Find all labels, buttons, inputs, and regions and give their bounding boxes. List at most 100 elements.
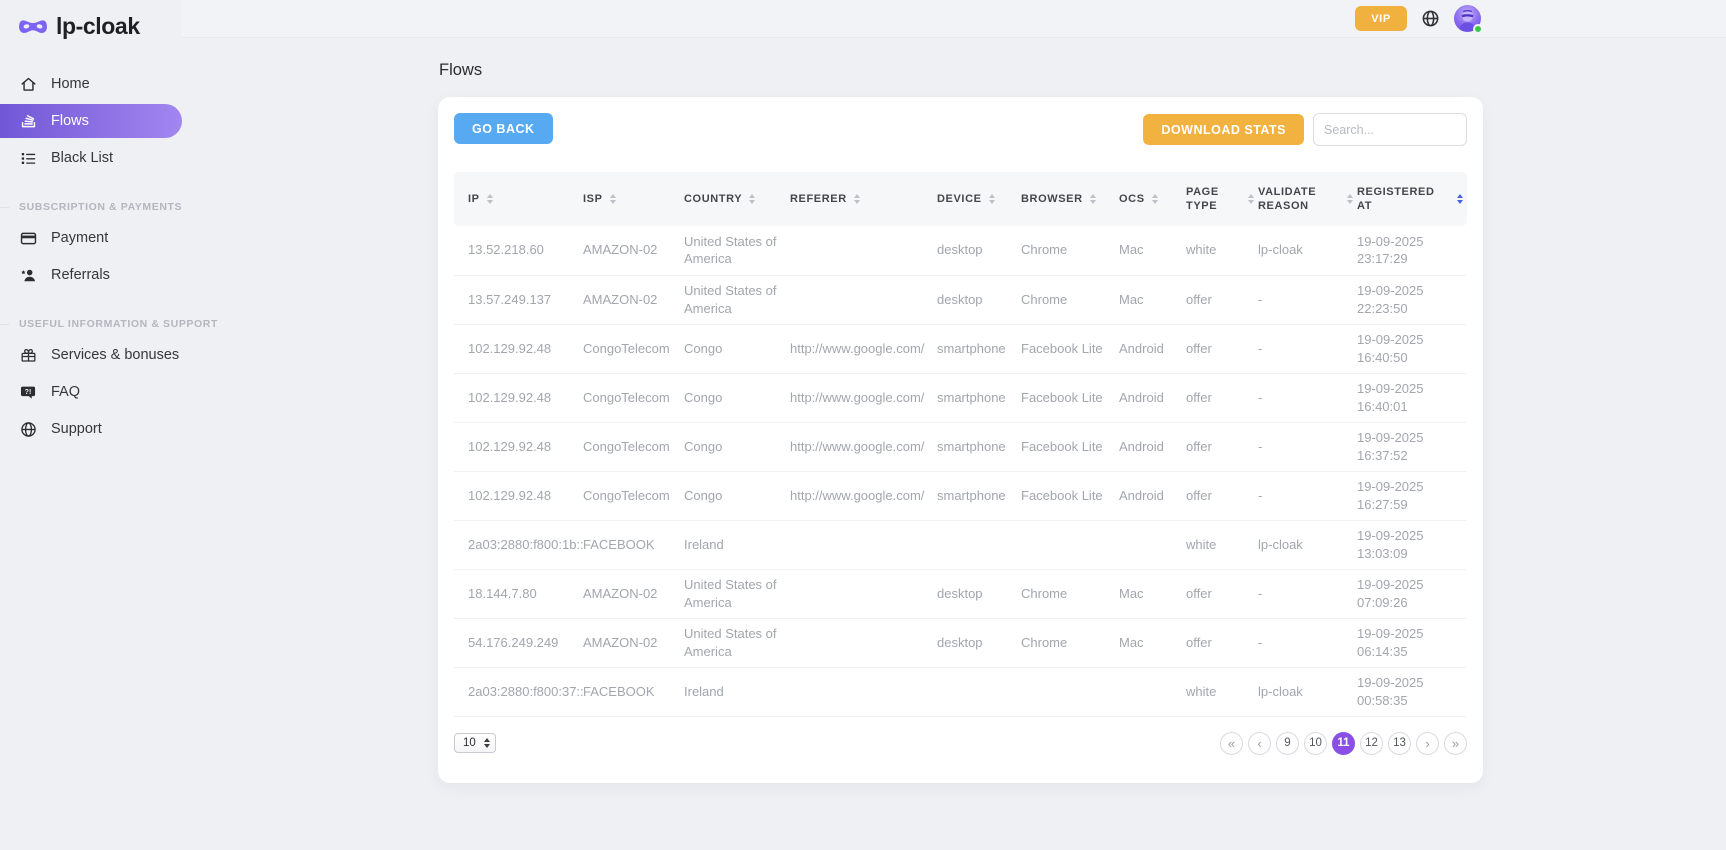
flows-table: IP ISP COUNTRY REFERER DEVICE BROWSER OCS PAGE …: [454, 172, 1467, 717]
sort-icon[interactable]: [749, 193, 756, 204]
page-button-12[interactable]: 12: [1360, 731, 1383, 755]
go-back-button[interactable]: GO BACK: [454, 113, 553, 144]
cell-device: smartphone: [937, 422, 1021, 472]
column-header-page-type[interactable]: PAGE TYPE: [1186, 172, 1258, 226]
cell-registered-at: 19-09-2025 07:09:26: [1357, 569, 1467, 619]
cell-ocs: Mac: [1119, 618, 1186, 668]
sidebar-item-black-list[interactable]: Black List: [0, 141, 182, 175]
cell-ocs: Mac: [1119, 569, 1186, 619]
download-stats-button[interactable]: DOWNLOAD STATS: [1143, 114, 1304, 145]
first-page-button[interactable]: «: [1220, 731, 1243, 755]
column-label: COUNTRY: [684, 192, 743, 205]
column-header-browser[interactable]: BROWSER: [1021, 172, 1119, 226]
cell-registered-at: 19-09-2025 00:58:35: [1357, 667, 1467, 717]
vip-button[interactable]: VIP: [1355, 6, 1407, 31]
sort-icon[interactable]: [853, 193, 860, 204]
sort-icon[interactable]: [1151, 193, 1158, 204]
page-button-13[interactable]: 13: [1388, 731, 1411, 755]
cell-ocs: Mac: [1119, 275, 1186, 325]
cell-country: United States of America: [684, 569, 790, 619]
search-input[interactable]: [1313, 113, 1467, 146]
cell-registered-at: 19-09-2025 06:14:35: [1357, 618, 1467, 668]
cell-referer: http://www.google.com/: [790, 422, 937, 472]
sort-icon[interactable]: [1347, 194, 1353, 204]
table-header-row: IP ISP COUNTRY REFERER DEVICE BROWSER OCS PAGE …: [454, 172, 1467, 226]
cell-browser: [1021, 667, 1119, 717]
cell-ip: 102.129.92.48: [454, 422, 583, 472]
sidebar-item-label: Black List: [51, 150, 114, 166]
column-header-device[interactable]: DEVICE: [937, 172, 1021, 226]
column-header-validate-reason[interactable]: VALIDATE REASON: [1258, 172, 1357, 226]
cell-page-type: white: [1186, 226, 1258, 276]
column-header-country[interactable]: COUNTRY: [684, 172, 790, 226]
sidebar-item-support[interactable]: Support: [0, 412, 182, 446]
svg-text:?!: ?!: [25, 387, 32, 395]
brand-logo[interactable]: lp-cloak: [0, 0, 182, 40]
globe-icon[interactable]: [1421, 9, 1440, 28]
select-stepper-icon: [483, 738, 490, 748]
home-icon: [19, 75, 38, 94]
user-avatar[interactable]: [1454, 5, 1483, 34]
table-row: 2a03:2880:f800:37:: FACEBOOK Ireland white l…: [454, 667, 1467, 717]
sort-icon[interactable]: [486, 193, 493, 204]
table-row: 102.129.92.48 CongoTelecom Congo http://www…: [454, 422, 1467, 472]
toolbar-right-group: DOWNLOAD STATS: [1143, 113, 1467, 146]
cell-device: desktop: [937, 226, 1021, 276]
cell-isp: AMAZON-02: [583, 275, 684, 325]
column-header-isp[interactable]: ISP: [583, 172, 684, 226]
table-body: 13.52.218.60 AMAZON-02 United States of Am…: [454, 226, 1467, 717]
column-header-ip[interactable]: IP: [454, 172, 583, 226]
cell-validate-reason: lp-cloak: [1258, 667, 1357, 717]
cell-country: United States of America: [684, 226, 790, 276]
column-header-referer[interactable]: REFERER: [790, 172, 937, 226]
cell-ip: 18.144.7.80: [454, 569, 583, 619]
cell-validate-reason: lp-cloak: [1258, 226, 1357, 276]
next-page-button[interactable]: ›: [1416, 731, 1439, 755]
cell-validate-reason: -: [1258, 569, 1357, 619]
sidebar-item-flows[interactable]: Flows: [0, 104, 182, 138]
page-button-9[interactable]: 9: [1276, 731, 1299, 755]
column-label: REGISTERED AT: [1357, 185, 1435, 212]
cell-ocs: Android: [1119, 324, 1186, 374]
sidebar-item-payment[interactable]: Payment: [0, 221, 182, 255]
cell-ip: 2a03:2880:f800:37::: [454, 667, 583, 717]
sort-icon[interactable]: [1248, 194, 1254, 204]
cell-validate-reason: -: [1258, 471, 1357, 521]
page-button-11[interactable]: 11: [1332, 731, 1355, 755]
column-header-ocs[interactable]: OCS: [1119, 172, 1186, 226]
cell-registered-at: 19-09-2025 16:40:01: [1357, 373, 1467, 423]
cell-referer: [790, 569, 937, 619]
column-label: PAGE TYPE: [1186, 185, 1219, 212]
prev-page-button[interactable]: ‹: [1248, 731, 1271, 755]
sort-icon[interactable]: [1089, 193, 1096, 204]
cell-browser: [1021, 520, 1119, 570]
last-page-button[interactable]: »: [1444, 731, 1467, 755]
brand-name: lp-cloak: [56, 13, 140, 39]
cell-page-type: offer: [1186, 324, 1258, 374]
cell-isp: FACEBOOK: [583, 520, 684, 570]
sort-icon[interactable]: [1457, 194, 1463, 204]
sidebar-item-label: Referrals: [51, 267, 110, 283]
page-title: Flows: [439, 61, 483, 79]
cell-page-type: offer: [1186, 275, 1258, 325]
cell-registered-at: 19-09-2025 16:27:59: [1357, 471, 1467, 521]
sidebar-item-home[interactable]: Home: [0, 67, 182, 101]
cell-page-type: offer: [1186, 373, 1258, 423]
sort-icon[interactable]: [988, 193, 995, 204]
cell-device: desktop: [937, 275, 1021, 325]
cell-device: desktop: [937, 569, 1021, 619]
sidebar-item-services-bonuses[interactable]: Services & bonuses: [0, 338, 182, 372]
sidebar-item-referrals[interactable]: Referrals: [0, 258, 182, 292]
page-button-10[interactable]: 10: [1304, 731, 1327, 755]
cell-isp: FACEBOOK: [583, 667, 684, 717]
cell-browser: Chrome: [1021, 618, 1119, 668]
rows-per-page-select[interactable]: 10: [454, 733, 496, 753]
sort-icon[interactable]: [609, 193, 616, 204]
column-header-registered-at[interactable]: REGISTERED AT: [1357, 172, 1467, 226]
cell-country: Congo: [684, 324, 790, 374]
cell-device: [937, 520, 1021, 570]
sidebar-item-faq[interactable]: ?! FAQ: [0, 375, 182, 409]
cell-isp: CongoTelecom: [583, 373, 684, 423]
cell-page-type: offer: [1186, 422, 1258, 472]
table-row: 54.176.249.249 AMAZON-02 United States of …: [454, 618, 1467, 668]
